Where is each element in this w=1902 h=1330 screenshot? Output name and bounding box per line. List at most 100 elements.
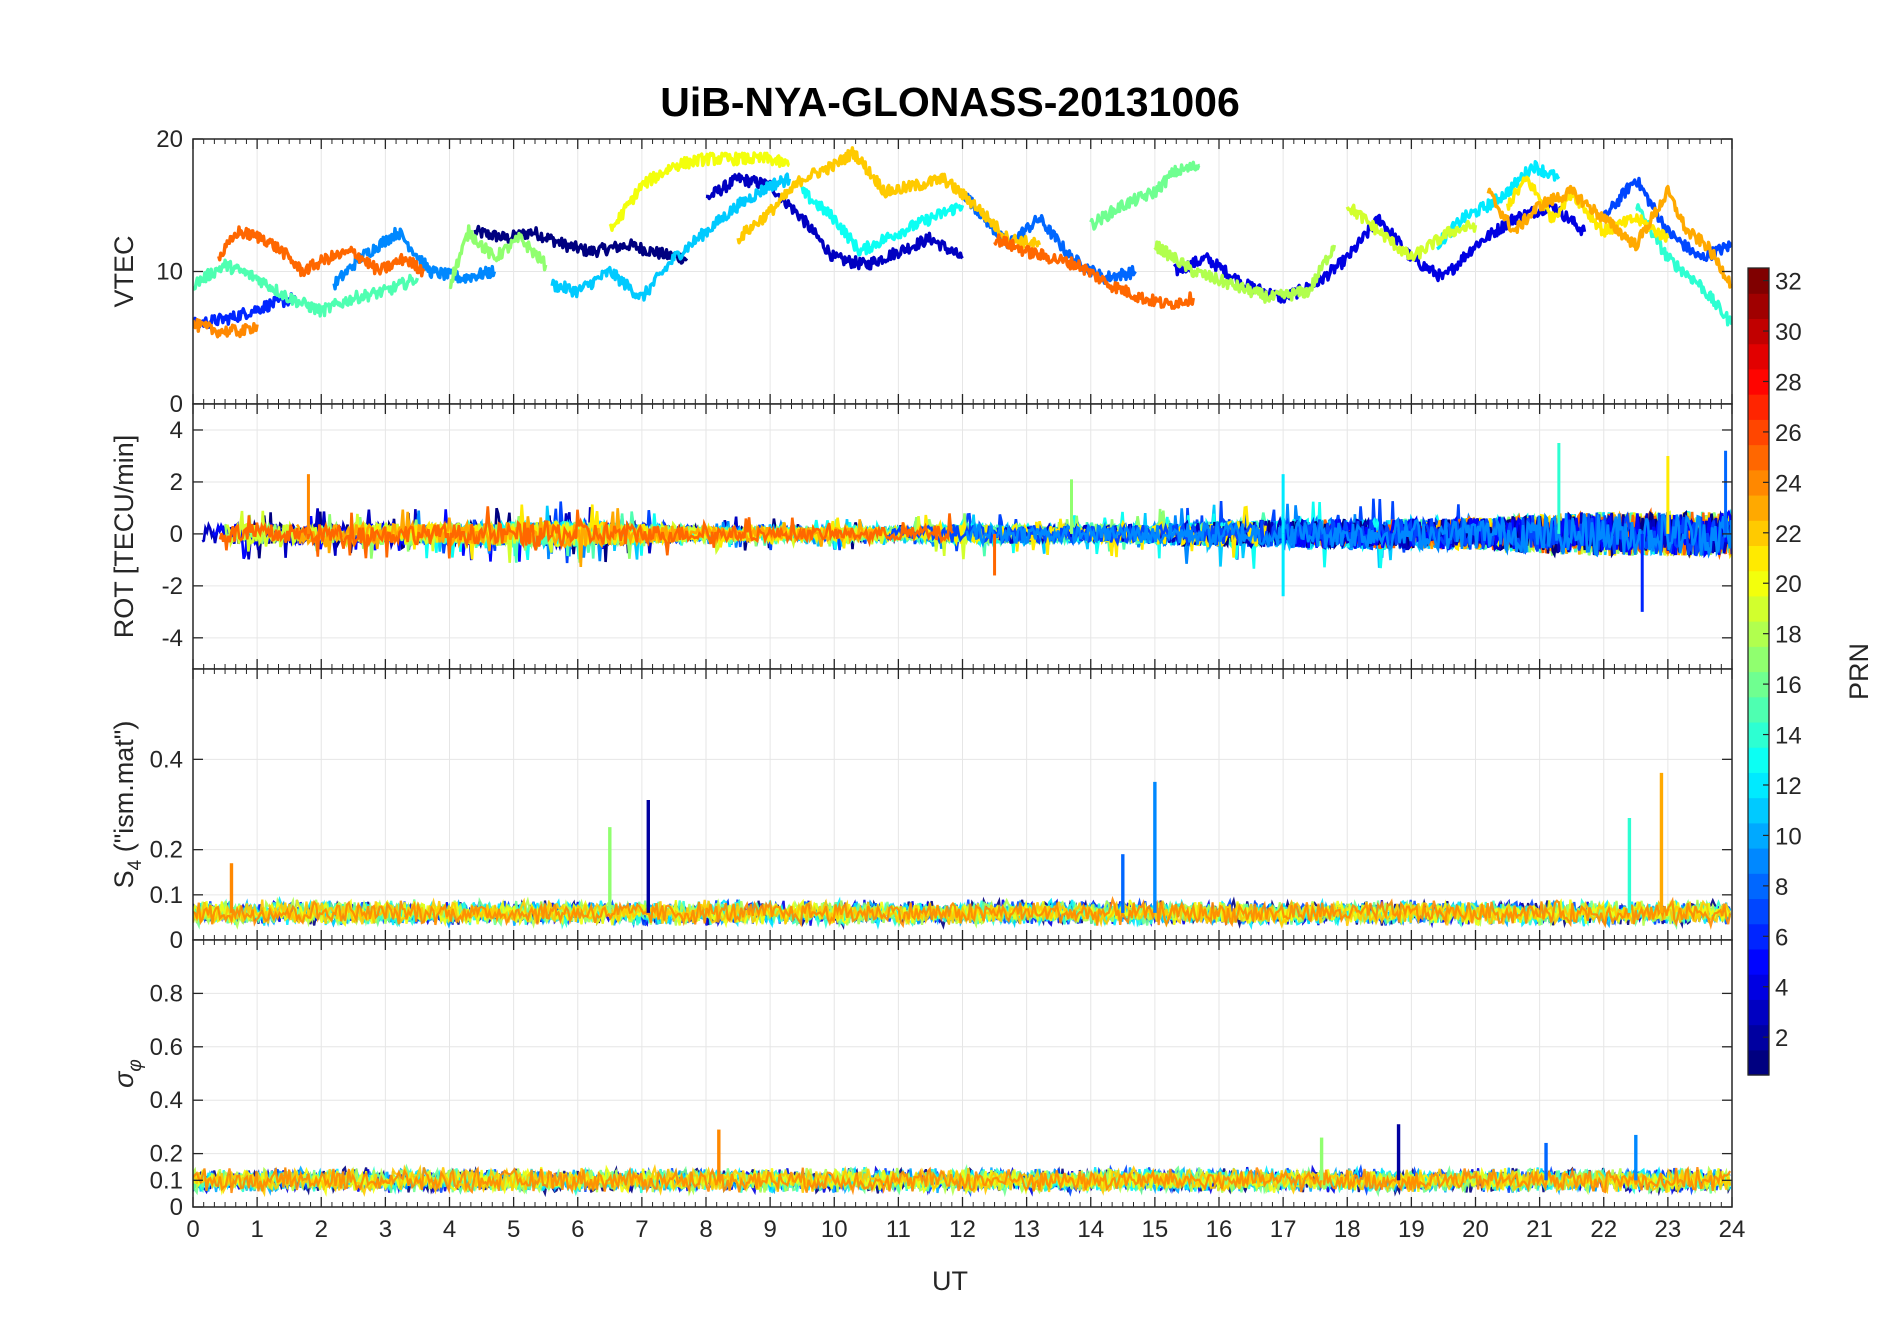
x-tick-label: 17 bbox=[1270, 1216, 1297, 1243]
y-label-rest: ("ism.mat") bbox=[109, 721, 139, 860]
y-tick-label: 0.6 bbox=[150, 1034, 183, 1061]
vtec-series-prn-25 bbox=[993, 233, 1195, 310]
colorbar-cell bbox=[1748, 570, 1769, 597]
colorbar-cell bbox=[1748, 394, 1769, 420]
colorbar-cell bbox=[1748, 268, 1769, 294]
y-tick-label: 0.2 bbox=[150, 837, 183, 864]
colorbar-cell bbox=[1748, 469, 1769, 496]
x-tick-label: 6 bbox=[571, 1216, 584, 1243]
vtec-series-prn-14 bbox=[1635, 203, 1732, 327]
colorbar-cell bbox=[1748, 772, 1769, 799]
colorbar-cell bbox=[1748, 419, 1769, 446]
y-axis-label: VTEC bbox=[109, 235, 139, 307]
y-tick-label: 0.4 bbox=[150, 1087, 183, 1114]
x-tick-label: 16 bbox=[1206, 1216, 1233, 1243]
colorbar-tick-label: 4 bbox=[1775, 975, 1788, 1002]
colorbar-cell bbox=[1748, 747, 1769, 773]
vtec-series-prn-23 bbox=[1486, 184, 1732, 289]
vtec-series-prn-17 bbox=[448, 224, 548, 290]
x-tick-label: 9 bbox=[763, 1216, 776, 1243]
vtec-series-prn-18 bbox=[1153, 240, 1337, 304]
y-tick-label: 0.4 bbox=[150, 746, 183, 773]
x-tick-label: 3 bbox=[379, 1216, 392, 1243]
colorbar-cell bbox=[1748, 343, 1769, 370]
rot-series-prn-25 bbox=[218, 506, 954, 559]
colorbar-cell bbox=[1748, 1024, 1769, 1051]
data-layer bbox=[201, 442, 1732, 612]
vtec-series-prn-11 bbox=[550, 172, 792, 302]
x-tick-label: 24 bbox=[1719, 1216, 1746, 1243]
colorbar-frame bbox=[1747, 267, 1770, 1076]
vtec-series-prn-21 bbox=[1505, 175, 1670, 243]
colorbar-cell bbox=[1748, 721, 1769, 748]
colorbar-cell bbox=[1748, 671, 1769, 698]
y-tick-label: -2 bbox=[162, 573, 183, 600]
x-tick-label: 19 bbox=[1398, 1216, 1425, 1243]
colorbar-cell bbox=[1748, 848, 1769, 874]
colorbar-tick-label: 30 bbox=[1775, 319, 1802, 346]
vtec-series-prn-12 bbox=[1436, 159, 1561, 251]
x-axis-label: UT bbox=[932, 1266, 968, 1296]
colorbar-cell bbox=[1748, 621, 1769, 647]
colorbar-tick-label: 26 bbox=[1775, 420, 1802, 447]
panel-s4: 00.10.20.4S4 ("ism.mat") bbox=[109, 668, 1733, 954]
x-tick-label: 5 bbox=[507, 1216, 520, 1243]
colorbar-cell bbox=[1748, 999, 1769, 1026]
colorbar-cell bbox=[1748, 696, 1769, 723]
x-tick-label: 0 bbox=[186, 1216, 199, 1243]
x-tick-label: 18 bbox=[1334, 1216, 1361, 1243]
y-axis-label: ROT [TECU/min] bbox=[109, 435, 139, 639]
colorbar-tick-label: 2 bbox=[1775, 1025, 1788, 1052]
y-label-main: σ bbox=[109, 1070, 139, 1088]
colorbar-cell bbox=[1748, 1049, 1769, 1076]
x-tick-label: 22 bbox=[1590, 1216, 1617, 1243]
x-tick-label: 20 bbox=[1462, 1216, 1489, 1243]
colorbar-cell bbox=[1748, 974, 1769, 1000]
x-tick-label: 11 bbox=[886, 1216, 911, 1243]
vtec-series-prn-20 bbox=[608, 151, 790, 233]
vtec-series-prn-3 bbox=[705, 172, 964, 271]
y-axis-label: σφ bbox=[109, 1059, 146, 1088]
colorbar-cell bbox=[1748, 797, 1769, 824]
x-tick-label: 23 bbox=[1655, 1216, 1682, 1243]
y-label-sub: 4 bbox=[125, 859, 146, 870]
colorbar-cell bbox=[1748, 444, 1769, 471]
colorbar-tick-label: 8 bbox=[1775, 874, 1788, 901]
y-tick-label: 0.1 bbox=[150, 1167, 183, 1194]
colorbar-tick-label: 28 bbox=[1775, 369, 1802, 396]
colorbar-cell bbox=[1748, 368, 1769, 395]
colorbar-cell bbox=[1748, 646, 1769, 673]
y-label-main: S bbox=[109, 870, 139, 888]
colorbar-cell bbox=[1748, 948, 1769, 975]
y-tick-label: 2 bbox=[170, 469, 183, 496]
data-layer bbox=[193, 772, 1732, 931]
panel-sigma_phi: 00.10.2 0.4 0.6 0.8 σφ bbox=[109, 939, 1733, 1221]
y-tick-label: 0 bbox=[170, 1194, 183, 1221]
y-label-sub: φ bbox=[125, 1059, 146, 1071]
vtec-series-prn-22 bbox=[736, 146, 1042, 250]
x-tick-label: 1 bbox=[250, 1216, 263, 1243]
y-tick-label: 0 bbox=[170, 927, 183, 954]
y-tick-label: 0 bbox=[170, 521, 183, 548]
x-tick-label: 14 bbox=[1077, 1216, 1104, 1243]
colorbar-tick-label: 14 bbox=[1775, 723, 1802, 750]
x-tick-label: 13 bbox=[1013, 1216, 1040, 1243]
colorbar-cell bbox=[1748, 923, 1769, 950]
x-tick-label: 10 bbox=[821, 1216, 848, 1243]
colorbar-cell bbox=[1748, 545, 1769, 572]
vtec-series-prn-15 bbox=[193, 258, 420, 318]
y-tick-label: 0 bbox=[170, 391, 183, 418]
y-tick-label: 20 bbox=[156, 126, 183, 153]
colorbar-tick-label: 6 bbox=[1775, 924, 1788, 951]
y-axis-label: S4 ("ism.mat") bbox=[109, 721, 146, 889]
vtec-series-prn-16 bbox=[1089, 160, 1201, 231]
colorbar-tick-label: 24 bbox=[1775, 470, 1802, 497]
colorbar-cell bbox=[1748, 873, 1769, 900]
vtec-series-prn-24 bbox=[193, 318, 259, 339]
x-tick-label: 2 bbox=[315, 1216, 328, 1243]
y-tick-label: 10 bbox=[156, 259, 183, 286]
vtec-series-prn-19 bbox=[1345, 203, 1478, 262]
vtec-series-prn-13 bbox=[800, 186, 965, 257]
